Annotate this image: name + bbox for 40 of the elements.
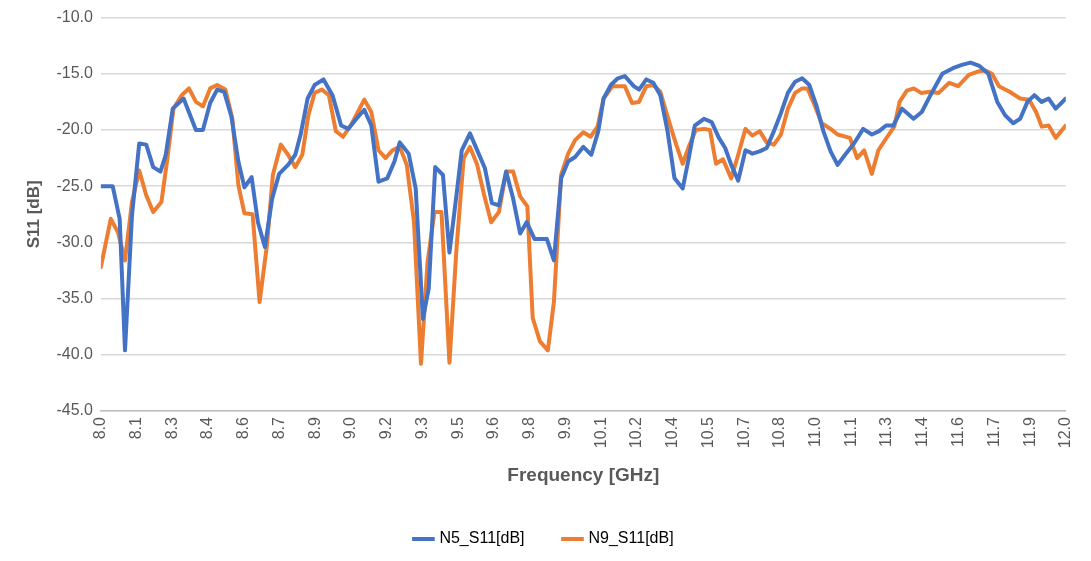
- x-tick-label: 12.0: [1056, 416, 1074, 449]
- x-tick-label: 9.6: [484, 416, 502, 440]
- x-tick-label: 11.7: [984, 416, 1002, 448]
- x-tick-label: 10.1: [591, 416, 609, 449]
- y-tick-label: -40.0: [56, 345, 93, 363]
- x-tick-label: 9.0: [341, 416, 359, 440]
- x-tick-label: 11.1: [841, 416, 859, 448]
- x-tick-label: 10.2: [627, 416, 645, 449]
- y-tick-label: -20.0: [56, 120, 93, 138]
- y-tick-label: -45.0: [56, 401, 93, 419]
- x-tick-label: 10.8: [770, 416, 788, 449]
- legend-label: N5_S11[dB]: [439, 529, 525, 548]
- x-tick-label: 11.0: [806, 416, 824, 448]
- x-tick-label: 11.4: [913, 416, 931, 448]
- x-tick-label: 9.8: [520, 416, 538, 440]
- x-tick-label: 11.3: [877, 416, 895, 448]
- x-tick-label: 11.6: [949, 416, 967, 448]
- x-tick-label: 10.7: [734, 416, 752, 449]
- x-axis-title: Frequency [GHz]: [507, 463, 660, 485]
- x-tick-label: 9.5: [448, 416, 466, 440]
- y-tick-label: -35.0: [56, 289, 93, 307]
- legend-label: N9_S11[dB]: [588, 529, 674, 548]
- x-tick-label: 11.9: [1020, 416, 1038, 448]
- y-tick-label: -15.0: [56, 64, 93, 82]
- y-axis-title: S11 [dB]: [23, 180, 43, 249]
- x-tick-label: 9.3: [412, 416, 430, 440]
- x-tick-label: 8.4: [198, 416, 216, 440]
- x-tick-label: 8.1: [126, 416, 144, 440]
- x-tick-label: 8.3: [162, 416, 180, 440]
- y-tick-label: -30.0: [56, 232, 93, 250]
- y-tick-label: -25.0: [56, 176, 93, 194]
- x-tick-label: 8.9: [305, 416, 323, 440]
- x-tick-label: 8.7: [270, 416, 288, 440]
- x-tick-label: 9.2: [377, 416, 395, 440]
- x-tick-label: 9.9: [555, 416, 573, 440]
- x-tick-label: 10.5: [698, 416, 716, 449]
- x-tick-label: 8.0: [91, 416, 109, 440]
- x-tick-label: 10.4: [663, 416, 680, 449]
- y-tick-label: -10.0: [56, 8, 93, 26]
- x-tick-label: 8.6: [234, 416, 252, 440]
